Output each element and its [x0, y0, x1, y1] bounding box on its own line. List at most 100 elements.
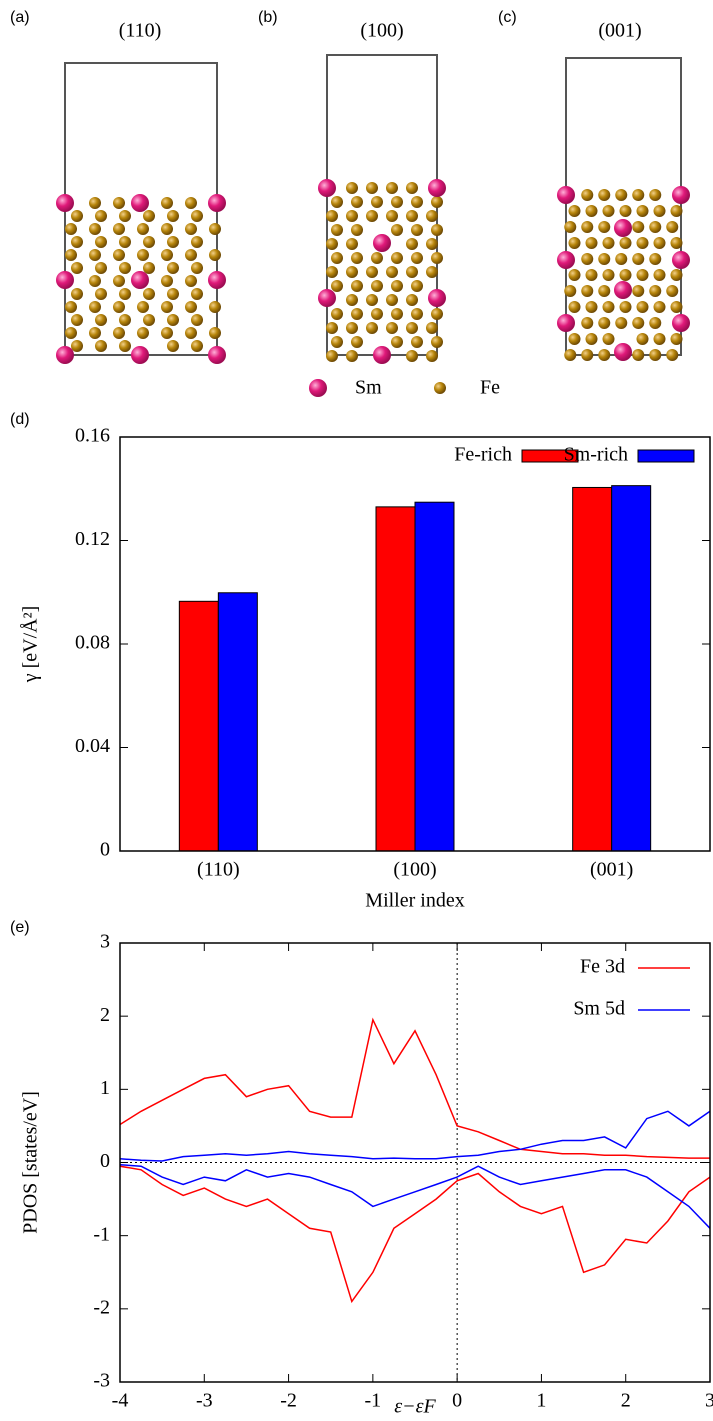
fe-atom — [602, 301, 615, 313]
fe-atom — [167, 340, 179, 352]
fe-atom — [411, 308, 423, 320]
fe-atom — [71, 210, 83, 222]
fe-atom — [649, 285, 662, 297]
fe-atom — [65, 327, 77, 339]
fe-atom — [191, 262, 203, 274]
fe-atom — [391, 196, 403, 208]
fe-atom — [89, 197, 101, 209]
y-tick-label: 0.08 — [75, 632, 110, 654]
pdos-line — [119, 1163, 711, 1229]
fe-atom — [632, 189, 645, 201]
fe-atom — [143, 314, 155, 326]
fe-atom — [581, 253, 594, 265]
fe-atom — [632, 317, 645, 329]
fe-atom — [185, 301, 197, 313]
fe-atom — [143, 288, 155, 300]
structures — [56, 54, 690, 364]
fe-atom — [581, 285, 594, 297]
fe-atom — [161, 197, 173, 209]
fe-atom — [95, 314, 107, 326]
x-tick-label: (110) — [197, 859, 240, 881]
fe-atom — [161, 275, 173, 287]
fe-atom — [426, 350, 438, 362]
x-axis-label: Miller index — [365, 890, 464, 912]
fe-atom — [113, 301, 125, 313]
fe-atom — [137, 301, 149, 313]
fe-atom — [426, 266, 438, 278]
fe-atom — [581, 349, 594, 361]
fe-atom — [411, 224, 423, 236]
fe-atom — [564, 349, 577, 361]
fe-atom — [666, 221, 679, 233]
fe-atom — [346, 182, 358, 194]
y-tick-label: -2 — [93, 1296, 110, 1318]
fe-atom — [331, 196, 343, 208]
fe-atom — [619, 205, 632, 217]
fe-atom — [113, 275, 125, 287]
fe-atom — [568, 205, 581, 217]
fe-atom — [636, 237, 649, 249]
fe-atom — [331, 280, 343, 292]
fe-atom — [89, 301, 101, 313]
fe-atom — [411, 336, 423, 348]
fe-atom — [386, 266, 398, 278]
fe-atom — [406, 294, 418, 306]
fe-atom — [585, 301, 598, 313]
fe-atom — [209, 327, 221, 339]
fe-atom — [346, 210, 358, 222]
fe-atom — [371, 252, 383, 264]
legend-label: Sm 5d — [573, 998, 625, 1020]
fe-atom — [119, 340, 131, 352]
fe-atom — [602, 205, 615, 217]
bar — [217, 592, 258, 852]
fe-atom — [636, 301, 649, 313]
sm-atom — [614, 219, 632, 237]
fe-atom — [391, 308, 403, 320]
x-tick-label: 0 — [452, 1390, 462, 1412]
x-tick-label: 1 — [536, 1390, 546, 1412]
fe-atom — [391, 224, 403, 236]
fe-atom — [649, 221, 662, 233]
fe-atom — [366, 266, 378, 278]
sm-atom — [373, 346, 391, 364]
fe-atom — [406, 350, 418, 362]
fe-atom — [143, 210, 155, 222]
fe-atom — [615, 317, 628, 329]
fe-atom — [636, 269, 649, 281]
fe-atom — [649, 253, 662, 265]
x-tick-label: -2 — [280, 1390, 297, 1412]
fe-atom — [137, 223, 149, 235]
y-axis-label: PDOS [states/eV] — [20, 1091, 42, 1234]
fe-atom — [113, 249, 125, 261]
fe-atom — [137, 327, 149, 339]
fe-atom — [351, 196, 363, 208]
fe-atom — [89, 275, 101, 287]
legend-marker — [309, 379, 327, 397]
fe-atom — [653, 269, 666, 281]
panel-label: (d) — [10, 411, 30, 428]
fe-atom — [209, 223, 221, 235]
fe-atom — [598, 349, 611, 361]
fe-atom — [167, 236, 179, 248]
fe-atom — [326, 210, 338, 222]
fe-atom — [65, 223, 77, 235]
fe-atom — [585, 205, 598, 217]
fe-atom — [431, 336, 443, 348]
fe-atom — [564, 285, 577, 297]
fe-atom — [95, 236, 107, 248]
fe-atom — [649, 317, 662, 329]
bar — [611, 485, 652, 852]
sm-atom — [208, 346, 226, 364]
fe-atom — [386, 182, 398, 194]
fe-atom — [351, 252, 363, 264]
sm-atom — [672, 314, 690, 332]
fe-atom — [386, 210, 398, 222]
fe-atom — [71, 314, 83, 326]
fe-atom — [161, 327, 173, 339]
sm-atom — [318, 289, 336, 307]
sm-atom — [208, 194, 226, 212]
fe-atom — [426, 210, 438, 222]
sm-atom — [428, 289, 446, 307]
fe-atom — [366, 210, 378, 222]
